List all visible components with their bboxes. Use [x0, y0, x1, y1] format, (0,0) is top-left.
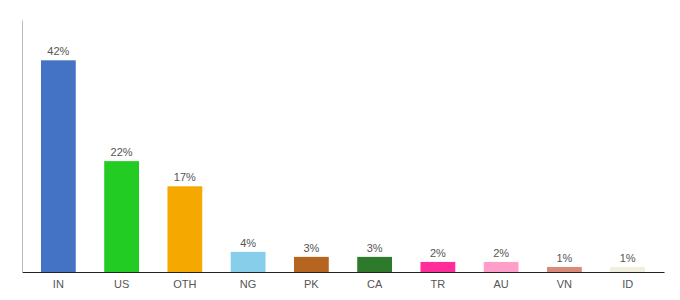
data-label: 4% — [240, 237, 256, 249]
x-axis: IN US OTH NG PK CA TR AU VN ID — [23, 273, 665, 290]
x-tick-label: AU — [493, 278, 508, 290]
bar — [231, 252, 266, 272]
x-tick: ID — [622, 278, 633, 290]
data-label: 2% — [430, 247, 446, 259]
y-axis — [22, 21, 23, 273]
plot-area: IN US OTH NG PK CA TR AU VN ID 42% 22% 17% 4% 3% 3% 2% 2%… — [23, 21, 665, 290]
bar — [547, 267, 582, 272]
bar — [420, 262, 455, 272]
x-tick-label: CA — [367, 278, 383, 290]
x-tick-label: US — [114, 278, 129, 290]
data-label: 1% — [556, 252, 572, 264]
bar — [104, 161, 139, 272]
data-label: 17% — [174, 171, 196, 183]
x-tick: AU — [493, 278, 508, 290]
x-tick: US — [114, 278, 129, 290]
data-label: 3% — [303, 242, 319, 254]
x-tick-label: VN — [557, 278, 572, 290]
bar — [357, 257, 392, 272]
bar — [610, 267, 645, 272]
bar — [484, 262, 519, 272]
x-tick: CA — [367, 278, 383, 290]
x-tick-label: NG — [240, 278, 257, 290]
data-label: 2% — [493, 247, 509, 259]
bar — [294, 257, 329, 272]
x-tick-label: ID — [622, 278, 633, 290]
data-label: 42% — [47, 45, 69, 57]
data-label: 22% — [111, 146, 133, 158]
x-tick-label: IN — [53, 278, 64, 290]
x-tick: VN — [557, 278, 572, 290]
x-tick: OTH — [173, 278, 196, 290]
bar — [41, 60, 76, 272]
chart: IN US OTH NG PK CA TR AU VN ID 42% 22% 17% 4% 3% 3% 2% 2%… — [0, 0, 680, 300]
data-labels: 42% 22% 17% 4% 3% 3% 2% 2% 1% 1% — [47, 45, 635, 264]
x-tick-label: OTH — [173, 278, 196, 290]
x-tick-label: TR — [431, 278, 446, 290]
data-label: 1% — [620, 252, 636, 264]
x-tick: IN — [53, 278, 64, 290]
y-axis-line — [22, 21, 23, 273]
x-tick-label: PK — [304, 278, 319, 290]
x-tick: PK — [304, 278, 319, 290]
bars — [41, 60, 645, 272]
x-tick: NG — [240, 278, 257, 290]
bar — [167, 186, 202, 272]
data-label: 3% — [367, 242, 383, 254]
x-axis-line — [23, 272, 665, 273]
x-tick: TR — [431, 278, 446, 290]
